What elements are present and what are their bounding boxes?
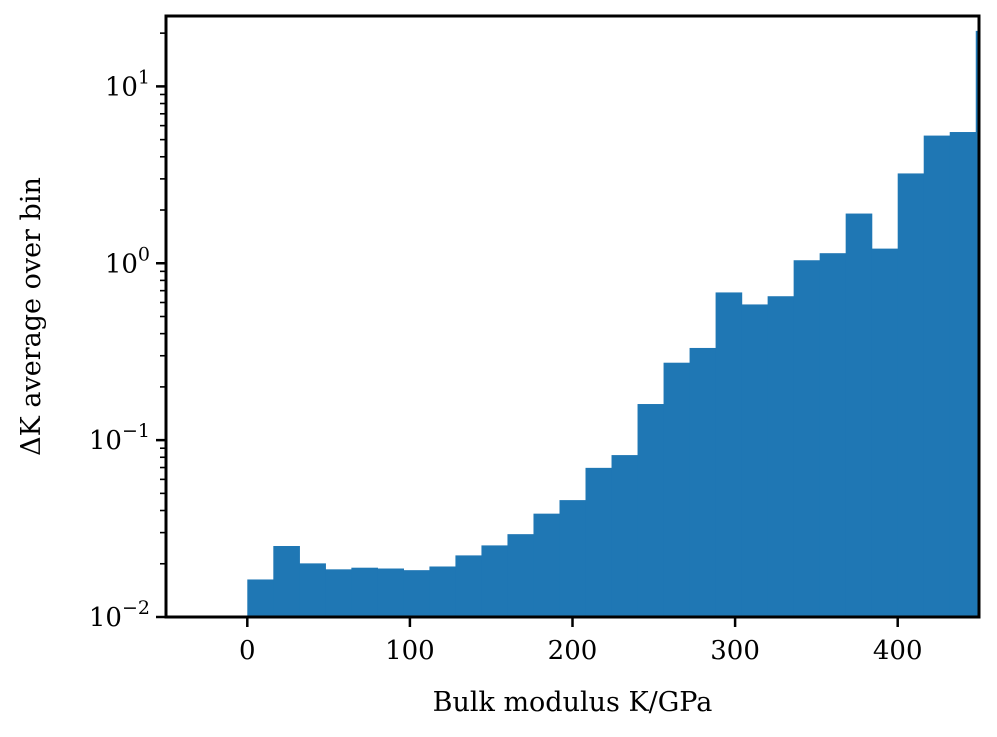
bar-21 — [793, 260, 821, 617]
bar-6 — [403, 570, 431, 617]
y-tick-label-3: 101 — [105, 66, 150, 102]
x-tick-label-3: 300 — [710, 636, 760, 666]
bar-22 — [819, 253, 847, 617]
bar-10 — [507, 534, 535, 617]
bar-14 — [611, 455, 639, 617]
y-axis-label: ΔK average over bin — [16, 177, 47, 456]
bar-12 — [559, 500, 587, 617]
x-axis-label: Bulk modulus K/GPa — [433, 687, 713, 718]
bar-5 — [377, 568, 404, 617]
bar-24 — [871, 248, 899, 617]
bar-18 — [715, 292, 743, 617]
bar-1 — [273, 546, 300, 617]
bar-9 — [481, 545, 509, 617]
x-tick-label-1: 100 — [385, 636, 435, 666]
bar-8 — [455, 555, 483, 617]
bar-19 — [741, 304, 769, 617]
bar-11 — [533, 513, 561, 617]
x-tick-label-4: 400 — [873, 636, 923, 666]
y-tick-label-0: 10−2 — [89, 597, 150, 633]
bar-17 — [689, 347, 717, 617]
x-axis-ticks: 0 100 200 300 400 — [239, 617, 923, 666]
bars-group — [247, 30, 980, 618]
y-tick-label-1: 10−1 — [89, 420, 150, 456]
bar-20 — [767, 296, 795, 617]
bar-0 — [247, 579, 274, 617]
plot-frame — [164, 14, 981, 619]
y-axis-ticks: 10−2 10−1 100 101 — [89, 32, 166, 633]
bar-15 — [637, 404, 665, 617]
bar-13 — [585, 467, 613, 617]
bar-26 — [923, 135, 951, 618]
bar-2 — [299, 563, 326, 617]
x-tick-label-2: 200 — [548, 636, 598, 666]
x-tick-label-0: 0 — [239, 636, 256, 666]
bar-7 — [429, 566, 457, 617]
bar-23 — [845, 213, 873, 617]
bar-3 — [325, 569, 352, 617]
bar-16 — [663, 362, 691, 617]
bar-4 — [351, 567, 378, 617]
y-tick-label-2: 100 — [105, 243, 150, 279]
bar-25 — [897, 173, 925, 617]
bar-27 — [949, 132, 977, 617]
